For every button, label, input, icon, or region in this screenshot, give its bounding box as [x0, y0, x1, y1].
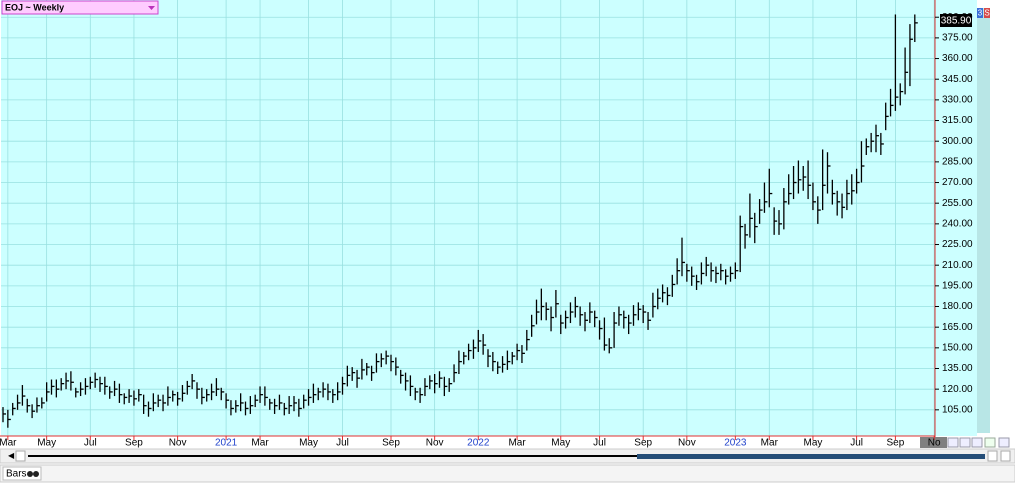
x-tick-label: Mar	[761, 438, 779, 449]
toolbar	[947, 437, 1010, 448]
y-tick-label: 375.00	[942, 33, 973, 44]
y-tick-label: 150.00	[942, 342, 973, 353]
y-tick-label: 105.00	[942, 404, 973, 415]
x-tick-label: Mar	[508, 438, 526, 449]
scroll-thumb[interactable]	[637, 454, 985, 459]
x-tick-label: Sep	[634, 438, 652, 449]
x-tick-label: No	[928, 438, 941, 449]
chart-title: EOJ ~ Weekly	[5, 2, 64, 12]
bars	[2, 14, 918, 428]
y-tick-label: 360.00	[942, 53, 973, 64]
y-tick-label: 210.00	[942, 260, 973, 271]
y-tick-label: 255.00	[942, 198, 973, 209]
tool-button[interactable]	[984, 437, 996, 448]
symbol-dropdown[interactable]	[1, 0, 159, 15]
tool-button[interactable]	[971, 437, 983, 448]
y-tick-label: 270.00	[942, 177, 973, 188]
x-tick-label: Sep	[887, 438, 905, 449]
x-tick-label: Nov	[169, 438, 187, 449]
badge-left-text: 3	[978, 9, 983, 18]
y-tick-label: 180.00	[942, 301, 973, 312]
x-tick-label: May	[37, 438, 56, 449]
y-tick-label: 225.00	[942, 239, 973, 250]
style-icon	[27, 471, 33, 477]
style-icon	[33, 471, 39, 477]
scroll-last[interactable]	[1000, 450, 1011, 462]
y-tick-label: 315.00	[942, 115, 973, 126]
x-tick-label: Sep	[382, 438, 400, 449]
y-tick-label: 120.00	[942, 384, 973, 395]
x-tick-label: 2021	[215, 438, 238, 449]
x-tick-label: Jul	[84, 438, 97, 449]
plot-area	[1, 0, 935, 436]
price-axis-area	[935, 0, 977, 436]
x-tick-label: May	[299, 438, 318, 449]
x-tick-label: May	[803, 438, 822, 449]
x-tick-label: Mar	[0, 438, 17, 449]
y-tick-label: 195.00	[942, 280, 973, 291]
y-tick-label: 330.00	[942, 95, 973, 106]
x-tick-label: Mar	[251, 438, 269, 449]
badge-right-text: S	[984, 9, 989, 18]
x-tick-label: 2023	[724, 438, 747, 449]
y-tick-label: 165.00	[942, 322, 973, 333]
scroll-first[interactable]: ◀	[8, 451, 15, 460]
grid	[1, 0, 935, 436]
y-tick-label: 345.00	[942, 74, 973, 85]
x-tick-label: 2022	[467, 438, 490, 449]
status-bar	[0, 464, 1015, 483]
tool-button[interactable]	[998, 437, 1010, 448]
y-tick-label: 240.00	[942, 218, 973, 229]
x-tick-label: May	[551, 438, 570, 449]
y-tick-label: 285.00	[942, 157, 973, 168]
last-price-box	[940, 14, 972, 27]
scroll-right[interactable]	[987, 450, 998, 462]
y-tick-label: 135.00	[942, 363, 973, 374]
x-tick-label: Nov	[678, 438, 696, 449]
badge-left[interactable]	[977, 8, 983, 18]
x-tick-label: Jul	[850, 438, 863, 449]
scroll-left[interactable]	[15, 450, 26, 462]
time-cursor	[920, 437, 947, 448]
axis-labels: 105.00 120.00 135.00 150.00 165.00 180.00 195.…	[0, 12, 973, 449]
chart-style: Bars	[6, 469, 27, 480]
dropdown-arrow	[148, 6, 155, 10]
x-tick-label: Sep	[125, 438, 143, 449]
side-strip	[977, 8, 990, 433]
x-tick-label: Jul	[593, 438, 606, 449]
tool-button[interactable]	[959, 437, 971, 448]
style-button[interactable]	[2, 466, 42, 481]
badge-right[interactable]	[984, 8, 990, 18]
y-tick-label: 300.00	[942, 136, 973, 147]
x-tick-label: Nov	[426, 438, 444, 449]
x-tick-label: Jul	[336, 438, 349, 449]
last-price-label: 385.90	[941, 16, 972, 27]
tool-button[interactable]	[947, 437, 959, 448]
